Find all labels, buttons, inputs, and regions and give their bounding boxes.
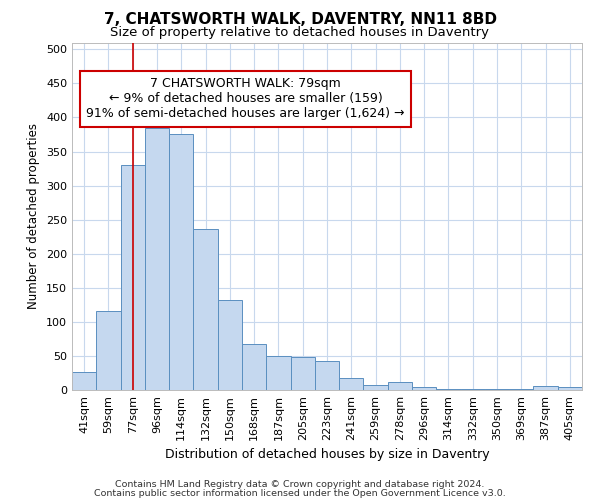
Bar: [533, 386, 558, 390]
Bar: [364, 384, 388, 390]
Bar: [266, 356, 290, 390]
Bar: [242, 344, 266, 390]
Bar: [339, 378, 364, 390]
Text: 7 CHATSWORTH WALK: 79sqm
← 9% of detached houses are smaller (159)
91% of semi-d: 7 CHATSWORTH WALK: 79sqm ← 9% of detache…: [86, 77, 404, 120]
Bar: [72, 372, 96, 390]
Bar: [169, 134, 193, 390]
Bar: [315, 362, 339, 390]
X-axis label: Distribution of detached houses by size in Daventry: Distribution of detached houses by size …: [164, 448, 490, 462]
Y-axis label: Number of detached properties: Number of detached properties: [28, 123, 40, 309]
Bar: [145, 128, 169, 390]
Text: Contains HM Land Registry data © Crown copyright and database right 2024.: Contains HM Land Registry data © Crown c…: [115, 480, 485, 489]
Text: Size of property relative to detached houses in Daventry: Size of property relative to detached ho…: [110, 26, 490, 39]
Bar: [290, 358, 315, 390]
Bar: [558, 386, 582, 390]
Bar: [96, 311, 121, 390]
Text: Contains public sector information licensed under the Open Government Licence v3: Contains public sector information licen…: [94, 488, 506, 498]
Text: 7, CHATSWORTH WALK, DAVENTRY, NN11 8BD: 7, CHATSWORTH WALK, DAVENTRY, NN11 8BD: [104, 12, 497, 28]
Bar: [218, 300, 242, 390]
Bar: [436, 388, 461, 390]
Bar: [193, 228, 218, 390]
Bar: [412, 386, 436, 390]
Bar: [121, 165, 145, 390]
Bar: [388, 382, 412, 390]
